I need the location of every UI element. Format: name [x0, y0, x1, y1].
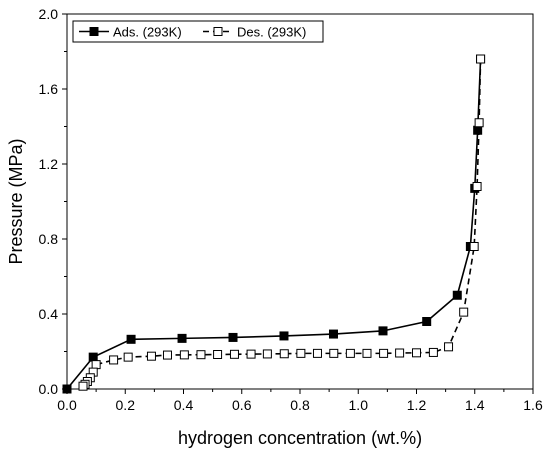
series-layer — [62, 54, 486, 394]
data-point — [88, 352, 98, 362]
data-point — [126, 334, 136, 344]
data-point — [279, 331, 289, 341]
data-point — [378, 326, 388, 336]
legend: Ads. (293K) Des. (293K) — [72, 20, 324, 43]
data-point — [177, 333, 187, 343]
data-point — [469, 242, 479, 251]
x-tick-label: 0.8 — [290, 397, 310, 413]
series-line — [66, 58, 482, 390]
x-tick-label: 0.4 — [174, 397, 194, 413]
plot-frame — [66, 13, 534, 390]
data-point — [78, 381, 88, 391]
x-tick-label: 0.2 — [116, 397, 136, 413]
x-tick-label: 1.2 — [407, 397, 427, 413]
data-point — [472, 182, 482, 191]
data-point — [146, 351, 156, 361]
axes: 0.0 0.2 0.4 0.6 0.8 1.0 1.2 1.4 1.6 0.0 0.4 0.8 1.2 1… — [6, 6, 543, 448]
data-point — [422, 317, 432, 326]
data-point — [279, 349, 289, 359]
data-point — [459, 307, 469, 317]
data-point — [228, 332, 238, 342]
data-point — [395, 348, 405, 358]
data-point — [109, 355, 119, 365]
data-point — [362, 348, 372, 358]
x-tick-label: 0.6 — [232, 397, 252, 413]
x-axis-title: hydrogen concentration (wt.%) — [178, 428, 422, 448]
data-point — [328, 329, 338, 339]
x-tick-label: 0.0 — [57, 397, 77, 413]
data-point — [476, 54, 486, 64]
data-point — [379, 348, 389, 358]
data-point — [312, 348, 322, 358]
data-point — [452, 290, 462, 300]
data-point — [473, 125, 483, 135]
data-point — [296, 348, 306, 358]
x-tick-label: 1.4 — [465, 397, 485, 413]
data-point — [229, 349, 239, 359]
y-tick-label: 1.6 — [39, 81, 59, 97]
data-point — [329, 348, 339, 358]
data-point — [428, 347, 438, 357]
y-tick-label: 0.0 — [39, 381, 59, 397]
data-point — [213, 350, 223, 359]
legend-marker — [213, 27, 223, 36]
data-point — [91, 360, 101, 370]
series-des — [78, 54, 486, 391]
data-point — [162, 350, 172, 360]
legend-label: Ads. (293K) — [113, 25, 182, 40]
y-axis-title: Pressure (MPa) — [6, 138, 26, 264]
y-tick-label: 0.8 — [39, 231, 59, 247]
x-tick-label: 1.6 — [523, 397, 543, 413]
legend-marker — [89, 27, 99, 36]
data-point — [345, 348, 355, 358]
x-tick-label: 1.0 — [349, 397, 369, 413]
legend-label: Des. (293K) — [237, 25, 306, 40]
data-point — [62, 384, 72, 394]
data-point — [412, 348, 421, 358]
data-point — [262, 349, 272, 359]
data-point — [179, 350, 189, 360]
y-tick-label: 2.0 — [39, 6, 59, 22]
data-point — [246, 349, 256, 359]
series-ads — [62, 54, 486, 394]
y-tick-label: 1.2 — [39, 156, 59, 172]
legend-box — [72, 20, 324, 43]
data-point — [444, 342, 454, 352]
y-tick-label: 0.4 — [39, 306, 59, 322]
data-point — [123, 352, 133, 362]
data-point — [196, 350, 206, 360]
data-point — [474, 118, 484, 128]
